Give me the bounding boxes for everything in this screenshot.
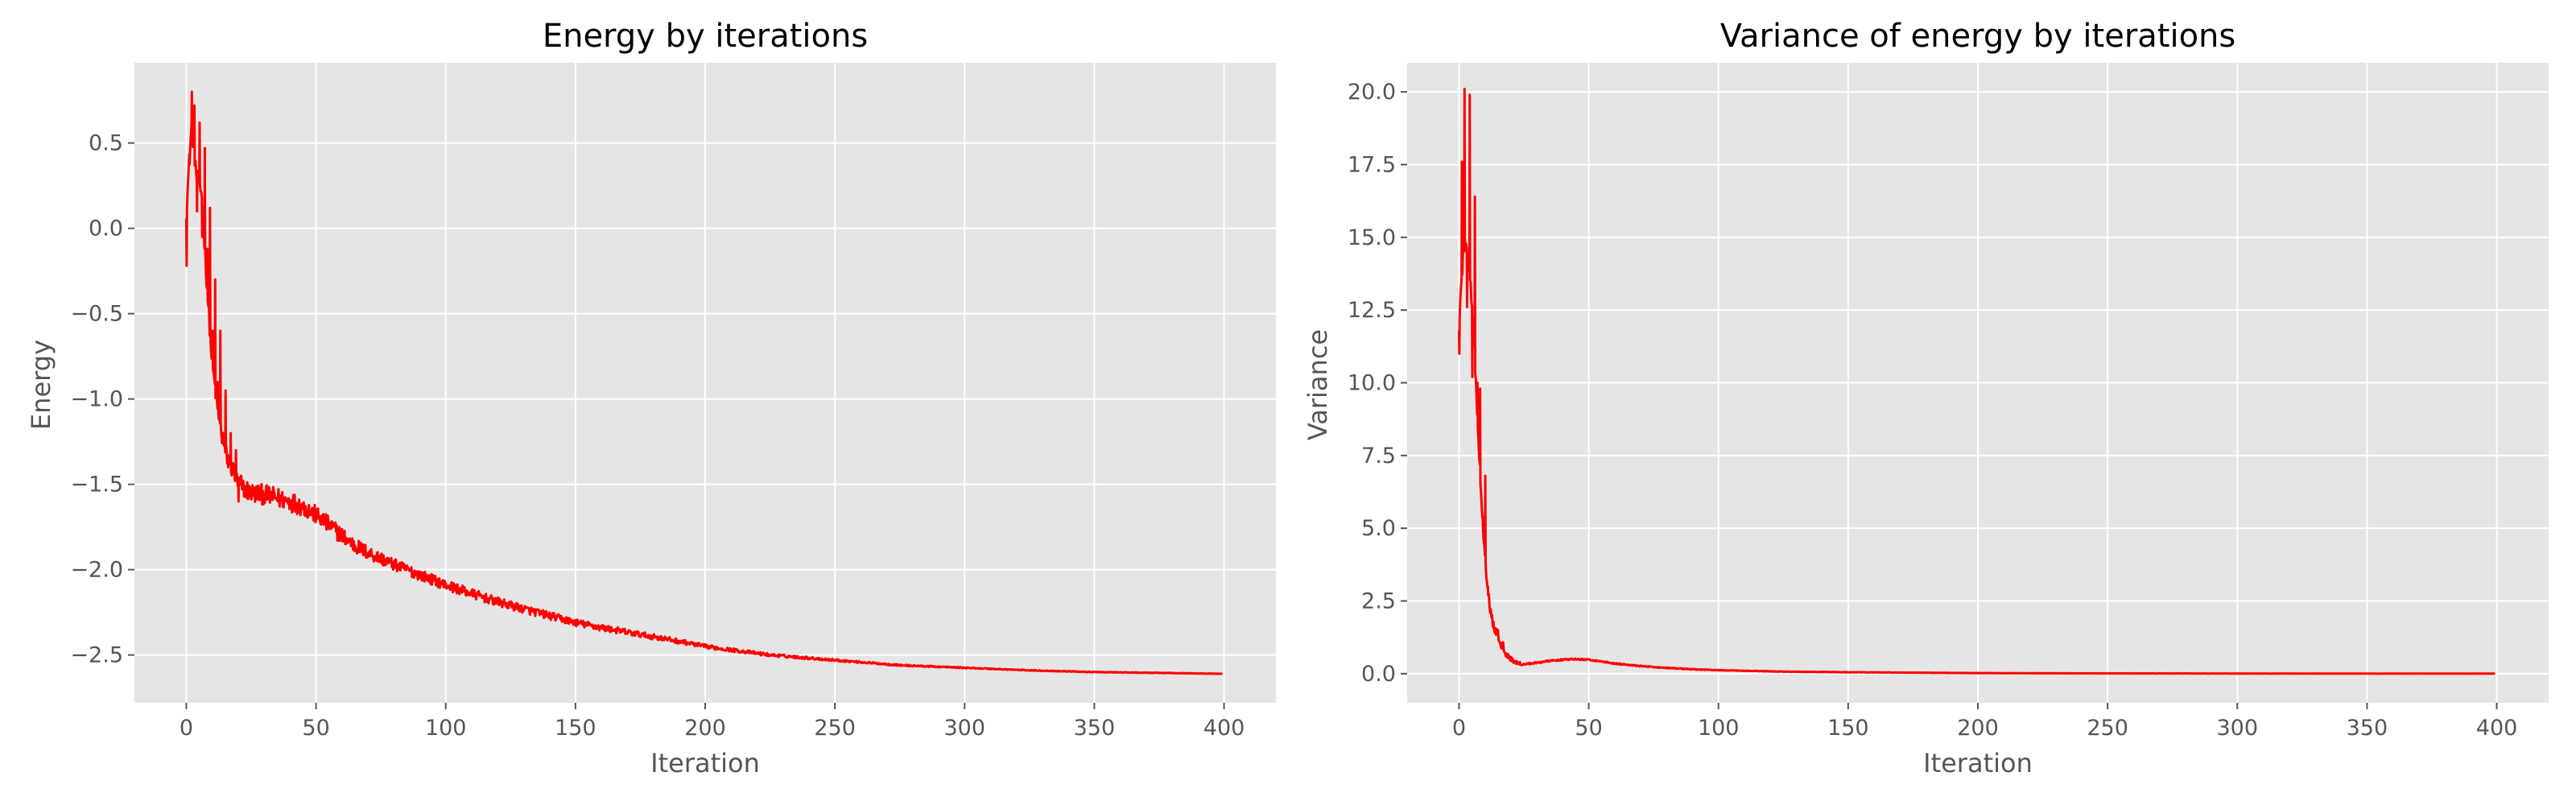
x-tick-label: 200: [684, 716, 726, 741]
y-tick-label: 0.0: [89, 217, 123, 242]
x-tick-label: 400: [1203, 716, 1245, 741]
x-tick-label: 50: [302, 716, 329, 741]
y-tick-label: −1.5: [70, 473, 123, 497]
variance-series: [1457, 88, 2496, 675]
x-tick-label: 250: [814, 716, 856, 741]
y-tick-label: 12.5: [1348, 298, 1396, 323]
x-tick-label: 150: [1827, 716, 1869, 741]
energy-series: [184, 90, 1223, 675]
y-tick-label: 15.0: [1348, 225, 1396, 250]
energy-y-axis-label: Energy: [26, 340, 56, 430]
y-tick-label: 2.5: [1361, 589, 1396, 614]
variance-grid: [1407, 63, 2549, 703]
energy-x-ticks: 0 50 100 150 200 250 300 350 400: [180, 703, 1245, 741]
x-tick-label: 0: [180, 716, 193, 741]
energy-line: [184, 90, 1223, 675]
y-tick-label: 0.0: [1361, 662, 1396, 687]
x-tick-label: 150: [555, 716, 597, 741]
energy-chart-title: Energy by iterations: [543, 18, 868, 55]
energy-y-ticks: 0.5 0.0 −0.5 −1.0 −1.5 −2.0 −2.5: [70, 131, 134, 668]
energy-x-axis-label: Iteration: [650, 748, 760, 778]
x-tick-label: 100: [425, 716, 467, 741]
variance-x-ticks: 0 50 100 150 200 250 300 350 400: [1452, 703, 2517, 741]
y-tick-label: −2.0: [70, 558, 123, 583]
variance-y-ticks: 20.0 17.5 15.0 12.5 10.0 7.5 5.0 2.5 0.0: [1348, 80, 1407, 687]
x-tick-label: 100: [1698, 716, 1740, 741]
x-tick-label: 350: [1074, 716, 1116, 741]
y-tick-label: 0.5: [89, 131, 123, 156]
energy-panel: Energy by iterations 0 50 100 150 200 250 300 3…: [26, 18, 1276, 778]
y-tick-label: 7.5: [1361, 444, 1396, 469]
variance-y-axis-label: Variance: [1302, 329, 1333, 440]
y-tick-label: −0.5: [70, 302, 123, 327]
y-tick-label: 10.0: [1348, 371, 1396, 396]
variance-panel: Variance of energy by iterations 0 50 100 1…: [1302, 18, 2549, 778]
y-tick-label: −1.0: [70, 387, 123, 412]
variance-chart-title: Variance of energy by iterations: [1720, 18, 2235, 55]
x-tick-label: 250: [2087, 716, 2128, 741]
x-tick-label: 200: [1957, 716, 1999, 741]
x-tick-label: 300: [2216, 716, 2258, 741]
variance-x-axis-label: Iteration: [1923, 748, 2033, 778]
y-tick-label: 17.5: [1348, 152, 1396, 177]
x-tick-label: 400: [2476, 716, 2518, 741]
y-tick-label: −2.5: [70, 643, 123, 668]
x-tick-label: 350: [2347, 716, 2388, 741]
x-tick-label: 0: [1452, 716, 1466, 741]
x-tick-label: 50: [1575, 716, 1602, 741]
x-tick-label: 300: [943, 716, 985, 741]
y-tick-label: 5.0: [1361, 516, 1396, 541]
energy-grid: [134, 63, 1276, 703]
variance-line: [1457, 88, 2496, 675]
y-tick-label: 20.0: [1348, 80, 1396, 105]
